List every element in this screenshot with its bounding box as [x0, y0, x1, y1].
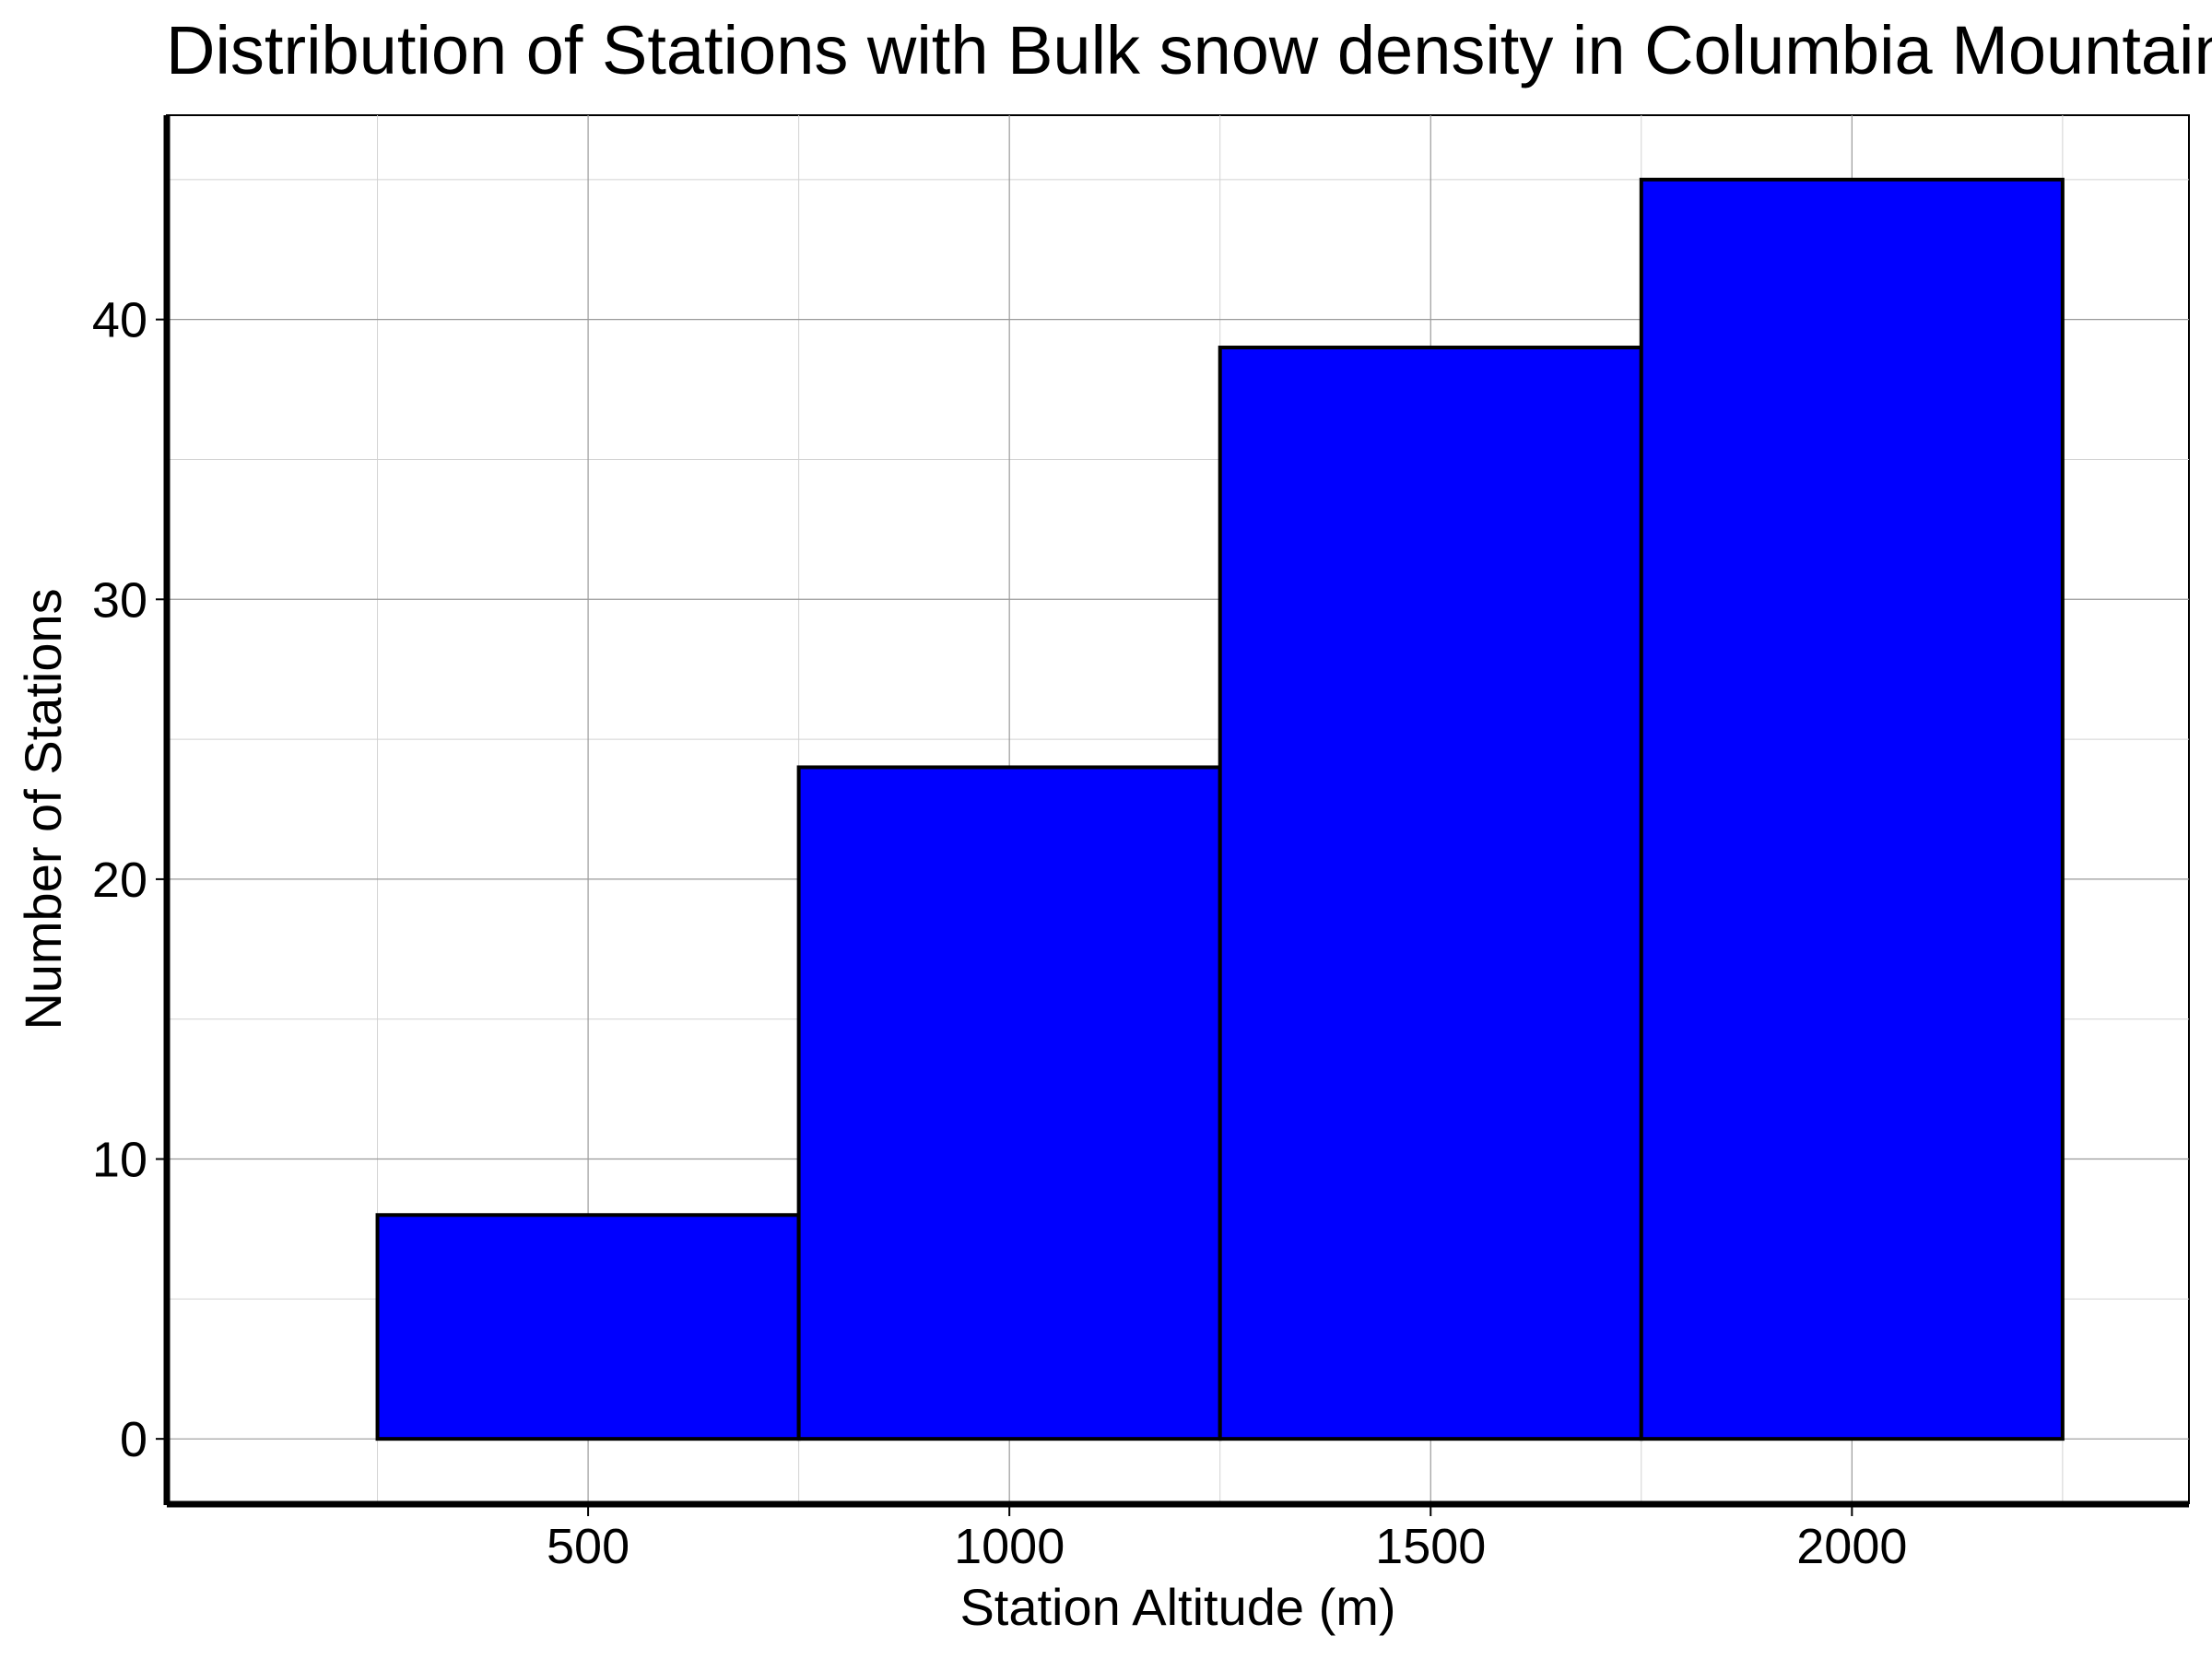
- y-axis-title: Number of Stations: [14, 588, 72, 1030]
- y-tick-label: 20: [92, 853, 147, 908]
- x-tick-label: 1500: [1375, 1519, 1486, 1574]
- x-tick-label: 2000: [1796, 1519, 1907, 1574]
- y-tick-label: 10: [92, 1133, 147, 1188]
- histogram-bar: [1639, 177, 2065, 1441]
- bars: [375, 177, 2065, 1441]
- x-tick-label: 1000: [954, 1519, 1065, 1574]
- y-axis-ticks: 0 10 20 30 40: [92, 293, 164, 1467]
- histogram-bar: [796, 765, 1222, 1441]
- x-axis-ticks: 500 1000 1500 2000: [547, 1507, 1907, 1574]
- x-axis-title: Station Altitude (m): [959, 1578, 1395, 1636]
- y-tick-label: 30: [92, 572, 147, 628]
- chart-title: Distribution of Stations with Bulk snow …: [166, 12, 2212, 88]
- histogram-bar: [375, 1213, 801, 1441]
- histogram-bar: [1218, 346, 1643, 1441]
- x-tick-label: 500: [547, 1519, 629, 1574]
- y-tick-label: 40: [92, 293, 147, 348]
- y-tick-label: 0: [120, 1412, 147, 1467]
